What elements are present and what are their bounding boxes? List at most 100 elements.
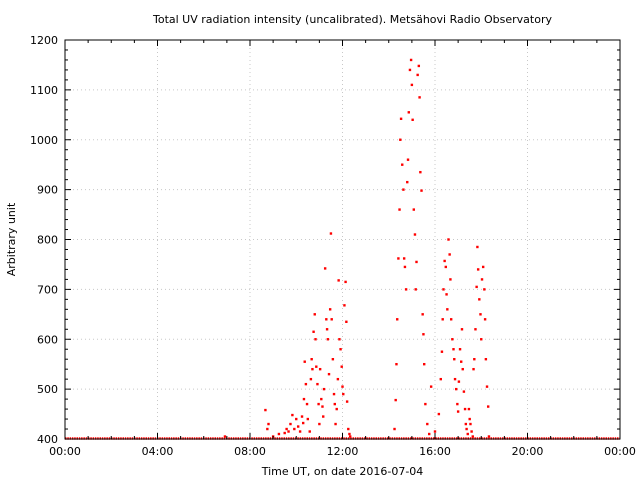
data-point xyxy=(429,385,433,388)
data-point xyxy=(318,422,321,426)
data-point xyxy=(452,348,455,351)
data-point xyxy=(460,360,463,363)
data-point xyxy=(487,435,491,438)
data-point xyxy=(478,298,481,301)
data-point xyxy=(449,318,453,321)
data-point xyxy=(453,377,457,381)
data-point xyxy=(445,293,448,296)
data-point xyxy=(471,435,474,438)
data-point xyxy=(314,338,317,341)
data-point xyxy=(479,313,482,316)
data-point xyxy=(318,367,322,371)
data-point xyxy=(264,408,267,412)
data-point xyxy=(473,358,476,361)
data-point xyxy=(476,245,479,249)
data-point xyxy=(454,387,458,391)
data-point xyxy=(331,358,335,361)
data-point xyxy=(267,422,270,426)
data-point xyxy=(317,402,320,406)
data-point xyxy=(407,111,410,114)
data-point xyxy=(298,430,302,433)
x-tick-label: 08:00 xyxy=(234,445,266,458)
data-point xyxy=(433,430,437,433)
data-point xyxy=(308,430,311,433)
data-point xyxy=(343,304,346,307)
data-point xyxy=(428,432,431,436)
data-point xyxy=(396,318,399,321)
data-point xyxy=(399,117,403,121)
data-point xyxy=(413,233,417,236)
data-point xyxy=(341,385,344,388)
data-point xyxy=(310,358,313,361)
chart-title: Total UV radiation intensity (uncalibrat… xyxy=(152,13,552,26)
data-point xyxy=(444,265,447,269)
data-point xyxy=(475,285,478,289)
data-point xyxy=(333,402,336,406)
data-point xyxy=(456,410,460,413)
data-point xyxy=(457,380,461,383)
y-tick-label: 600 xyxy=(37,333,58,346)
x-tick-label: 00:00 xyxy=(49,445,81,458)
data-point xyxy=(322,415,325,418)
data-point xyxy=(321,405,324,408)
data-point xyxy=(449,278,452,281)
data-point xyxy=(399,138,402,141)
y-tick-label: 700 xyxy=(37,283,58,296)
y-tick-label: 1100 xyxy=(30,84,58,97)
data-point xyxy=(447,238,450,241)
data-point xyxy=(326,338,330,341)
data-point xyxy=(440,350,444,353)
data-point xyxy=(345,400,349,403)
data-point xyxy=(476,268,480,271)
data-point xyxy=(451,338,454,341)
data-point xyxy=(313,313,316,316)
data-point xyxy=(398,208,401,211)
data-point xyxy=(304,382,308,386)
data-point xyxy=(437,412,441,416)
data-point xyxy=(332,392,336,396)
data-point xyxy=(466,432,469,436)
data-point xyxy=(302,397,306,401)
data-point xyxy=(340,365,343,368)
y-axis-label: Arbitrary unit xyxy=(5,202,18,276)
data-point xyxy=(462,390,466,393)
data-point xyxy=(295,417,298,421)
data-point xyxy=(408,68,412,72)
data-point xyxy=(287,430,290,433)
data-point xyxy=(414,288,417,291)
data-point xyxy=(406,158,410,161)
data-point xyxy=(338,338,341,341)
data-point xyxy=(329,232,333,235)
data-point xyxy=(448,253,451,256)
data-point xyxy=(348,432,351,436)
data-point xyxy=(411,118,414,121)
y-tick-label: 400 xyxy=(37,433,58,446)
data-point xyxy=(460,328,464,331)
data-point xyxy=(311,367,314,371)
y-tick-labels: 400 500 600 700 800 900 1000 1100 1200 xyxy=(30,34,58,446)
data-point xyxy=(483,288,486,291)
data-points xyxy=(223,58,491,438)
data-point xyxy=(323,267,327,270)
data-point xyxy=(443,259,446,263)
y-tick-label: 800 xyxy=(37,234,58,247)
x-tick-label: 00:00 xyxy=(604,445,636,458)
data-point xyxy=(293,427,296,431)
x-axis-label: Time UT, on date 2016-07-04 xyxy=(261,465,424,478)
x-tick-label: 04:00 xyxy=(142,445,174,458)
data-point xyxy=(394,398,397,402)
data-point xyxy=(480,278,484,281)
x-tick-label: 12:00 xyxy=(327,445,359,458)
data-point xyxy=(409,58,413,62)
data-point xyxy=(344,280,347,284)
data-point xyxy=(458,348,462,351)
data-point xyxy=(441,318,444,321)
data-point xyxy=(320,397,323,401)
data-point xyxy=(301,421,305,425)
data-point xyxy=(470,430,473,433)
data-point xyxy=(474,328,477,331)
data-point xyxy=(336,377,340,381)
y-tick-label: 500 xyxy=(37,383,58,396)
data-point xyxy=(327,372,331,376)
